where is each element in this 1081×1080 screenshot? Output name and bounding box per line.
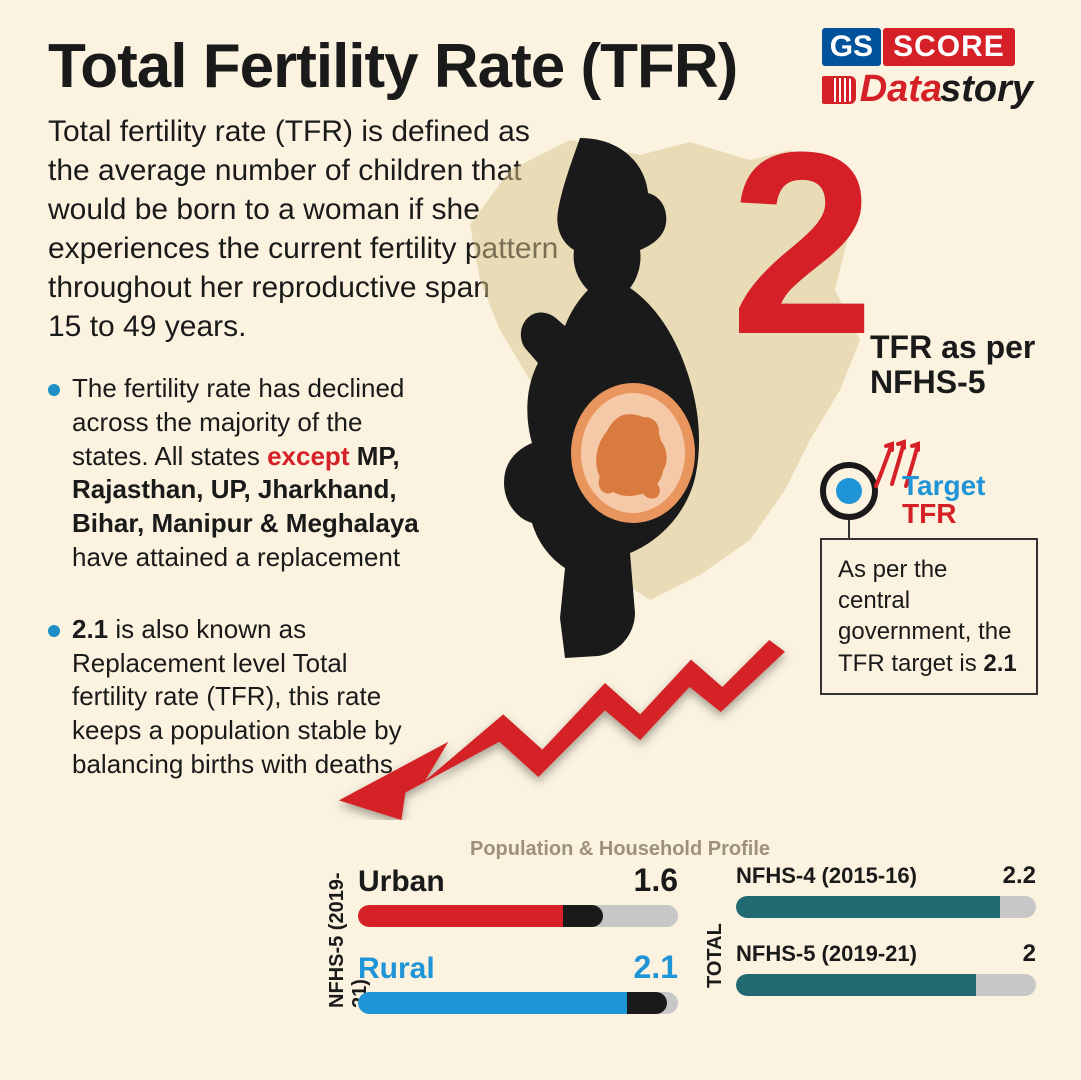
target-icon [820, 462, 878, 520]
rural-bar-fill [358, 992, 627, 1014]
chart-section-title: Population & Household Profile [470, 838, 770, 861]
logo-story: story [940, 68, 1033, 111]
urban-row: Urban 1.6 [358, 862, 678, 927]
rural-bar-cap [627, 992, 667, 1014]
total-vertical-label: TOTAL [704, 888, 727, 988]
urban-bar-fill [358, 905, 563, 927]
rural-value: 2.1 [634, 949, 678, 986]
logo-score: SCORE [883, 28, 1015, 66]
bullet1-except: except [267, 441, 349, 471]
urban-bar [358, 905, 678, 927]
nfhs5-value: 2 [1023, 940, 1036, 968]
bullet2-num: 2.1 [72, 614, 108, 644]
urban-bar-cap [563, 905, 603, 927]
tfr-label-l1: TFR as per [870, 329, 1035, 365]
target-box: As per the central government, the TFR t… [820, 538, 1038, 695]
pregnant-woman-icon [470, 138, 730, 658]
tfr-label-l2: NFHS-5 [870, 364, 986, 400]
rural-row: Rural 2.1 [358, 949, 678, 1014]
urban-value: 1.6 [634, 862, 678, 899]
rural-bar [358, 992, 678, 1014]
nfhs4-value: 2.2 [1003, 862, 1036, 890]
decline-arrow-icon [268, 640, 848, 820]
nfhs5-bar [736, 974, 1036, 996]
charts-section: Population & Household Profile NFHS-5 (2… [350, 844, 1033, 1034]
rural-label: Rural [358, 952, 435, 986]
target-label-bottom: TFR [902, 500, 986, 528]
target-connector [848, 520, 850, 538]
target-label-top: Target [902, 472, 986, 500]
right-chart-column: NFHS-4 (2015-16) 2.2 NFHS-5 (2019-21) 2 [736, 862, 1036, 1018]
bullet1-post: have attained a replacement [72, 542, 400, 572]
nfhs4-bar-fill [736, 896, 1000, 918]
left-chart-column: Urban 1.6 Rural 2.1 [358, 862, 678, 1036]
urban-label: Urban [358, 865, 445, 899]
bullet-1: The fertility rate has declined across t… [48, 372, 428, 575]
nfhs5-row: NFHS-5 (2019-21) 2 [736, 940, 1036, 996]
tfr-label: TFR as per NFHS-5 [870, 330, 1035, 400]
nfhs4-label: NFHS-4 (2015-16) [736, 863, 917, 889]
target-box-value: 2.1 [983, 650, 1016, 677]
nfhs4-bar [736, 896, 1036, 918]
nfhs5-label: NFHS-5 (2019-21) [736, 941, 917, 967]
target-label: Target TFR [902, 472, 986, 528]
nfhs5-bar-fill [736, 974, 976, 996]
nfhs4-row: NFHS-4 (2015-16) 2.2 [736, 862, 1036, 918]
tfr-value: 2 [730, 140, 875, 348]
logo-gs: GS [822, 28, 881, 66]
